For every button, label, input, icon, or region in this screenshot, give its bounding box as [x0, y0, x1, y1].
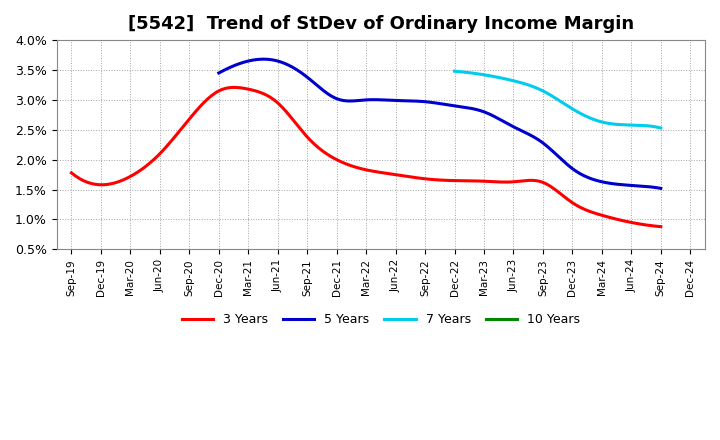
5 Years [215, 70, 223, 76]
7 Years [577, 111, 585, 116]
5 Years [657, 186, 665, 191]
3 Years [230, 85, 239, 90]
Line: 3 Years: 3 Years [71, 88, 661, 227]
7 Years [573, 109, 582, 114]
Line: 7 Years: 7 Years [454, 71, 661, 128]
Title: [5542]  Trend of StDev of Ordinary Income Margin: [5542] Trend of StDev of Ordinary Income… [127, 15, 634, 33]
3 Years [418, 176, 427, 181]
Line: 5 Years: 5 Years [219, 59, 661, 188]
3 Years [430, 177, 438, 182]
7 Years [450, 69, 459, 74]
3 Years [657, 224, 665, 229]
3 Years [69, 172, 78, 177]
5 Years [588, 176, 597, 182]
5 Years [477, 109, 486, 114]
7 Years [657, 125, 665, 131]
7 Years [637, 123, 646, 128]
3 Years [67, 170, 76, 176]
3 Years [603, 214, 612, 220]
7 Years [624, 122, 633, 128]
7 Years [451, 69, 459, 74]
5 Years [487, 112, 495, 117]
3 Years [420, 176, 428, 181]
5 Years [479, 109, 487, 114]
5 Years [616, 182, 625, 187]
Legend: 3 Years, 5 Years, 7 Years, 10 Years: 3 Years, 5 Years, 7 Years, 10 Years [176, 308, 585, 331]
7 Years [572, 109, 581, 114]
3 Years [566, 198, 575, 204]
5 Years [216, 70, 225, 75]
5 Years [258, 56, 267, 62]
